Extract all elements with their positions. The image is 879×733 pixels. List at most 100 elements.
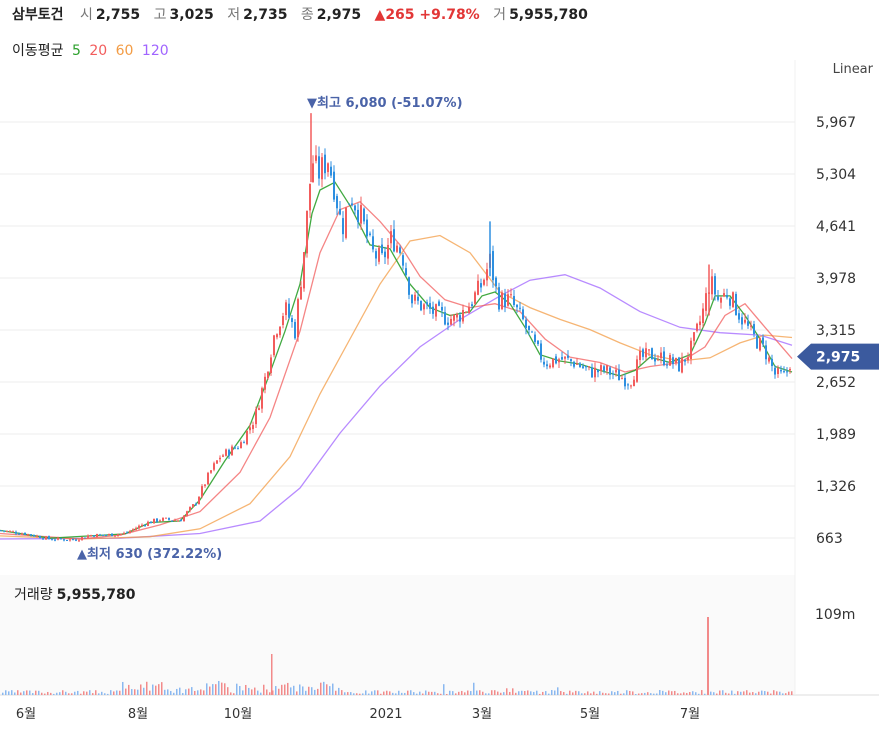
volume-bar xyxy=(662,690,664,695)
candle-body xyxy=(123,532,125,534)
volume-bar xyxy=(737,691,739,695)
volume-bar xyxy=(143,687,145,695)
volume-bar xyxy=(155,685,157,695)
scale-mode-toggle[interactable]: Linear xyxy=(832,62,873,77)
candle-body xyxy=(513,296,515,306)
candle-body xyxy=(771,358,773,367)
candle-body xyxy=(507,294,509,306)
volume-bar xyxy=(62,690,64,695)
high-annotation: ▼최고 6,080 (-51.07%) xyxy=(307,96,463,111)
candle-body xyxy=(759,338,761,351)
candle-body xyxy=(546,364,548,367)
candle-body xyxy=(576,363,578,365)
volume-bar xyxy=(224,683,226,695)
candle-body xyxy=(753,324,755,334)
volume-bar xyxy=(527,690,529,695)
high-label: 고 xyxy=(153,7,167,23)
candle-body xyxy=(12,531,14,533)
candle-body xyxy=(432,306,434,314)
candle-body xyxy=(24,532,26,535)
volume-bar xyxy=(362,693,364,695)
volume-bar xyxy=(785,693,787,695)
volume-bar xyxy=(509,691,511,695)
candle-body xyxy=(165,517,167,519)
volume-bar xyxy=(671,691,673,695)
ma-legend-title: 이동평균 xyxy=(12,43,64,59)
grid-lines xyxy=(0,60,879,696)
candle-body xyxy=(789,369,791,371)
candle-body xyxy=(591,367,593,378)
volume-bar xyxy=(95,690,97,695)
volume-bar xyxy=(776,691,778,695)
candle-body xyxy=(531,331,533,333)
volume-bar xyxy=(323,681,325,695)
volume-bar xyxy=(749,692,751,695)
volume-bar xyxy=(257,690,259,695)
candle-body xyxy=(750,325,752,327)
candle-body xyxy=(567,355,569,358)
volume-bar xyxy=(164,689,166,695)
candle-body xyxy=(474,292,476,304)
candle-body xyxy=(645,348,647,358)
volume-bar xyxy=(410,690,412,695)
volume-bar xyxy=(482,691,484,695)
volume-title: 거래량 xyxy=(14,587,53,603)
candle-body xyxy=(270,357,272,373)
volume-bar xyxy=(503,692,505,695)
candle-body xyxy=(72,538,74,540)
ma-60-label[interactable]: 60 xyxy=(115,43,134,59)
volume-bar xyxy=(710,691,712,695)
ma-legend[interactable]: 이동평균 5 20 60 120 xyxy=(12,40,173,60)
volume-bar xyxy=(137,689,139,695)
ma-120-label[interactable]: 120 xyxy=(141,43,169,59)
candle-body xyxy=(702,308,704,324)
volume-bar xyxy=(146,681,148,695)
volume-bar xyxy=(233,693,235,695)
candle-body xyxy=(393,229,395,252)
volume-bar xyxy=(551,690,553,695)
volume-bar xyxy=(344,692,346,695)
ma-20-label[interactable]: 20 xyxy=(89,43,108,59)
candle-body xyxy=(603,366,605,372)
volume-bar xyxy=(281,684,283,695)
volume-bar xyxy=(494,690,496,695)
y-tick-label: 3,315 xyxy=(816,323,856,339)
candle-body xyxy=(231,446,233,456)
x-tick-label: 10월 xyxy=(224,707,253,722)
candle-body xyxy=(744,319,746,323)
candle-body xyxy=(93,535,95,537)
volume-bar xyxy=(491,690,493,695)
volume-bar xyxy=(707,617,709,695)
candle-body xyxy=(456,314,458,318)
volume-bar xyxy=(92,693,94,695)
volume-bar xyxy=(545,691,547,695)
candle-body xyxy=(135,528,137,530)
volume-bar xyxy=(404,692,406,695)
candle-body xyxy=(429,303,431,309)
volume-bar xyxy=(506,688,508,695)
ma-5-label[interactable]: 5 xyxy=(71,43,81,59)
volume-bar xyxy=(416,693,418,695)
candle-body xyxy=(609,367,611,375)
volume-bar xyxy=(746,690,748,695)
candle-body xyxy=(108,533,110,536)
candle-body xyxy=(132,529,134,531)
candle-body xyxy=(657,359,659,361)
candle-body xyxy=(126,532,128,534)
candle-body xyxy=(444,312,446,325)
candle-body xyxy=(342,218,344,235)
candle-body xyxy=(651,348,653,360)
volume-bar xyxy=(512,688,514,695)
volume-bar xyxy=(611,691,613,695)
volume-bar xyxy=(398,690,400,695)
stock-header: 삼부토건 시 2,755 고 3,025 저 2,735 종 2,975 ▲265 +9… xyxy=(12,4,597,24)
candle-body xyxy=(87,535,89,538)
candle-body xyxy=(198,496,200,505)
candle-body xyxy=(189,507,191,511)
candle-body xyxy=(354,205,356,211)
volume-bar xyxy=(569,690,571,695)
candle-body xyxy=(378,247,380,262)
volume-bars xyxy=(2,617,793,695)
candle-body xyxy=(243,442,245,444)
